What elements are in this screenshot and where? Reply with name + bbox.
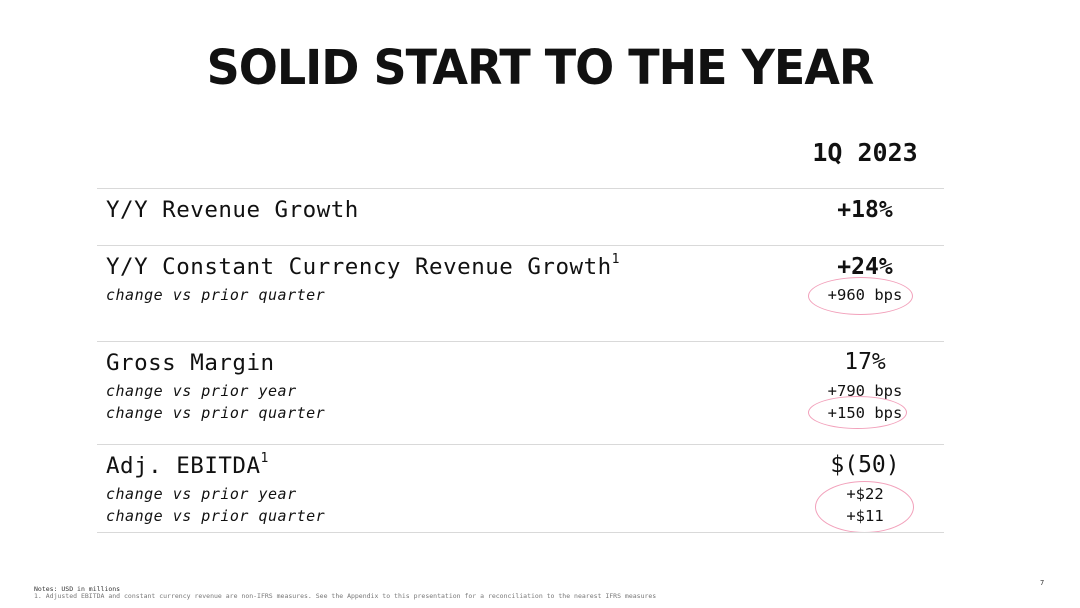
- divider: [97, 532, 944, 533]
- row-label-gross-margin: Gross Margin: [106, 350, 275, 376]
- row-label-revenue-growth: Y/Y Revenue Growth: [106, 197, 359, 223]
- sub-label-ebitda-vs-prior-year: change vs prior year: [106, 485, 297, 503]
- divider: [97, 188, 944, 189]
- sub-label-ebitda-vs-prior-quarter: change vs prior quarter: [106, 507, 326, 525]
- sub-label-gm-vs-prior-quarter: change vs prior quarter: [106, 404, 326, 422]
- divider: [97, 444, 944, 445]
- sub-label-cc-vs-prior-quarter: change vs prior quarter: [106, 286, 326, 304]
- footnote-marker: 1: [611, 252, 620, 267]
- divider: [97, 341, 944, 342]
- row-value-adj-ebitda: $(50): [830, 452, 900, 478]
- divider: [97, 245, 944, 246]
- row-label-adj-ebitda: Adj. EBITDA1: [106, 451, 269, 479]
- row-value-gross-margin: 17%: [844, 349, 886, 375]
- highlight-circle: [815, 481, 914, 533]
- notes-line: Notes: USD in millions: [34, 585, 121, 593]
- sub-label-gm-vs-prior-year: change vs prior year: [106, 382, 297, 400]
- highlight-circle: [808, 396, 907, 429]
- slide-title: SOLID START TO THE YEAR: [206, 38, 875, 96]
- column-header: 1Q 2023: [812, 138, 918, 167]
- row-value-cc-revenue-growth: +24%: [837, 254, 893, 280]
- page-number: 7: [1040, 579, 1045, 587]
- highlight-circle: [808, 277, 913, 315]
- notes-line: 1. Adjusted EBITDA and constant currency…: [34, 592, 657, 600]
- row-value-revenue-growth: +18%: [837, 197, 893, 223]
- footnote-marker: 1: [260, 451, 269, 466]
- row-label-cc-revenue-growth: Y/Y Constant Currency Revenue Growth1: [106, 252, 620, 280]
- footnotes: Notes: USD in millions 1. Adjusted EBITD…: [34, 586, 656, 600]
